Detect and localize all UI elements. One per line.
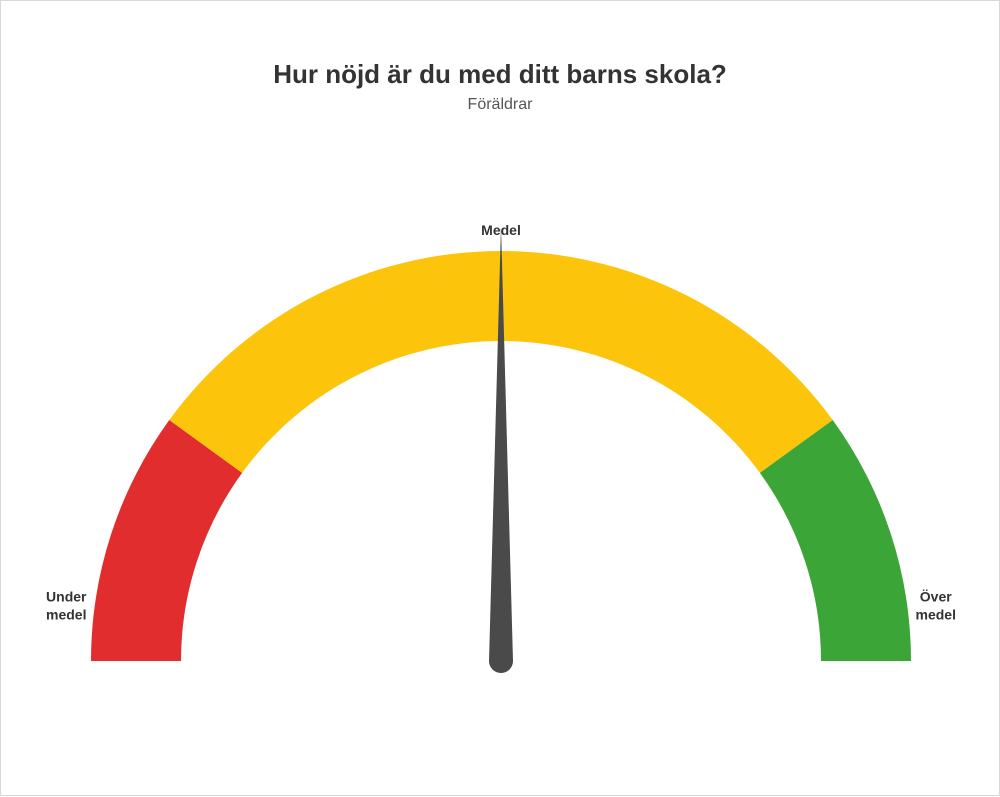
gauge-svg: Under medel Medel Över medel — [1, 1, 1000, 797]
gauge-label-top: Medel — [481, 222, 521, 238]
gauge-label-right-2: medel — [916, 607, 956, 623]
gauge-label-left-1: Under — [46, 589, 87, 605]
gauge-chart-frame: Hur nöjd är du med ditt barns skola? För… — [0, 0, 1000, 796]
gauge-label-right-1: Över — [920, 589, 952, 605]
gauge-label-left-2: medel — [46, 607, 86, 623]
